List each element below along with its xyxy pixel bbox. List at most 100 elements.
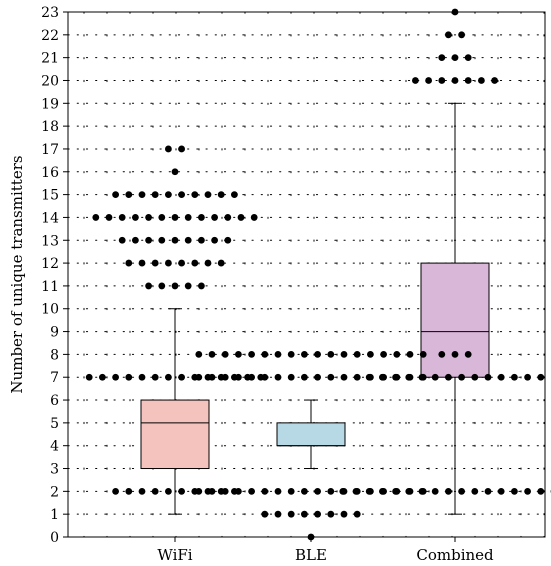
data-point [524,373,531,381]
data-point [314,487,321,495]
y-tick-label: 4 [50,439,59,455]
data-point [125,373,133,381]
data-point [184,282,192,290]
data-point [112,373,119,381]
data-point [158,236,166,244]
y-tick-label: 20 [41,73,59,89]
data-point [235,350,242,358]
data-point [217,259,225,267]
data-point [237,214,245,221]
data-point [497,487,505,495]
data-point [314,350,321,358]
data-point [198,214,205,221]
y-tick-label: 5 [50,416,59,432]
data-point [497,373,505,381]
data-point [231,191,238,199]
data-point [471,487,479,495]
data-point [221,487,229,495]
data-point [151,191,159,199]
data-point [451,77,459,84]
data-point [217,191,225,199]
data-point [125,259,133,267]
data-point [425,77,432,84]
y-tick-label: 6 [50,393,59,409]
data-point [195,350,203,358]
data-point [314,510,321,518]
data-point [198,282,205,290]
data-point [353,350,361,358]
data-point [195,373,203,381]
data-point [261,510,269,518]
y-tick-label: 21 [41,51,59,67]
data-point [158,214,166,221]
data-point [171,282,179,290]
data-point [138,373,146,381]
data-point [418,373,426,381]
box-iqr [140,399,210,470]
y-tick-label: 15 [41,188,59,204]
data-point [464,54,472,62]
data-point [451,54,459,62]
data-point [165,259,172,267]
data-point [451,350,459,358]
data-point [261,373,269,381]
data-point [301,373,308,381]
data-point [118,236,126,244]
box-ble [276,399,346,470]
data-point [537,487,545,495]
data-point [287,373,295,381]
y-tick-label: 0 [50,530,59,546]
data-point [327,487,335,495]
y-tick-label: 12 [41,256,59,272]
data-point [195,487,203,495]
data-point [261,350,269,358]
data-point [392,487,399,495]
data-point [184,214,192,221]
data-point [208,373,216,381]
data-point [537,373,545,381]
data-point [380,350,387,358]
data-point [301,510,308,518]
y-tick-label: 3 [50,462,59,478]
data-point [484,373,492,381]
y-tick-label: 23 [41,5,59,21]
data-point [248,350,256,358]
data-point [524,487,531,495]
data-point [379,487,386,495]
data-point [261,487,269,495]
data-point [248,487,256,495]
data-point [171,236,179,244]
data-point [204,191,212,199]
boxes [140,102,490,515]
data-point [418,487,426,495]
data-point [165,145,172,153]
data-point [224,236,232,244]
data-point [191,259,199,267]
data-point [178,487,186,495]
x-tick-label: Combined [416,546,494,564]
y-tick-label: 19 [41,96,59,112]
data-point [327,510,335,518]
data-point [165,373,172,381]
swarm-points [85,8,551,541]
data-point [365,487,373,495]
data-point [151,259,159,267]
data-point [145,236,153,244]
data-point [471,373,479,381]
data-point [112,191,119,199]
data-point [274,510,282,518]
data-point [248,373,256,381]
data-point [352,487,360,495]
data-point [438,77,446,84]
data-point [458,373,465,381]
data-point [431,373,439,381]
data-point [221,373,229,381]
data-point [511,487,518,495]
data-point [125,191,133,199]
y-tick-label: 16 [41,165,59,181]
y-tick-label: 7 [50,370,59,386]
y-tick-label: 2 [50,484,59,500]
data-point [287,510,295,518]
data-point [105,214,113,221]
data-point [445,31,452,39]
